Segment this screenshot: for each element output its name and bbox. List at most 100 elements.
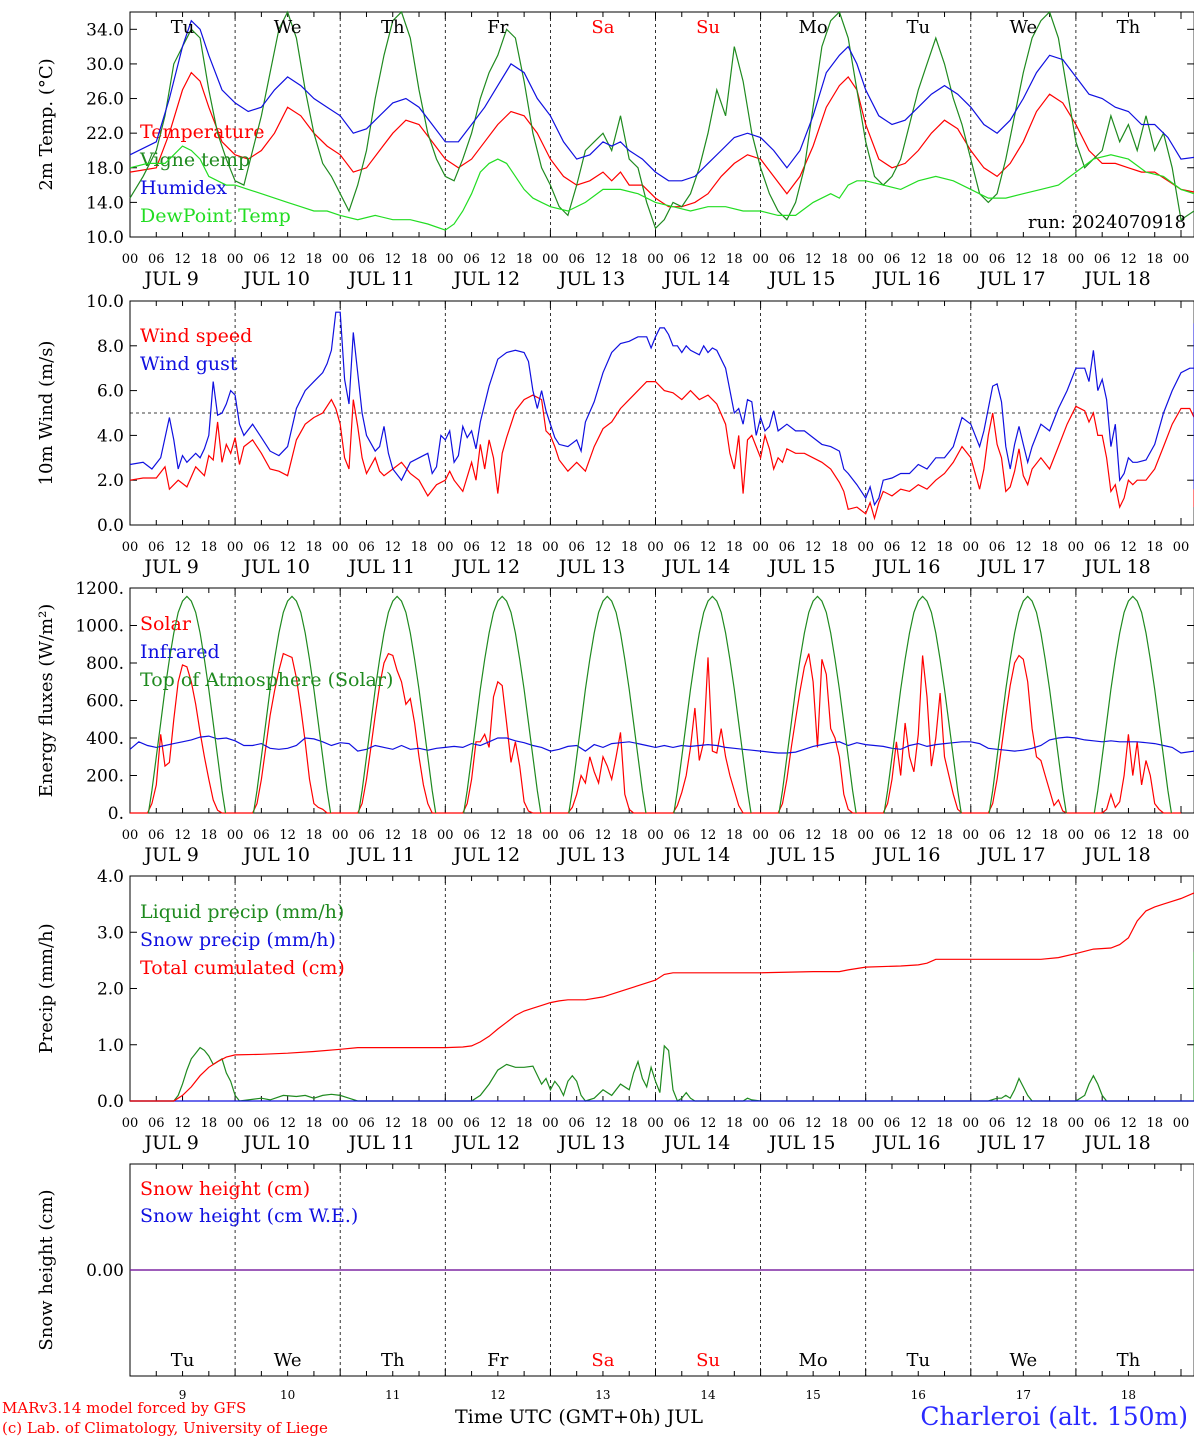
hour-tick-label: 18: [1041, 540, 1058, 555]
legend-entry: Top of Atmosphere (Solar): [140, 669, 393, 691]
date-label: JUL 14: [662, 268, 730, 290]
weekday-label: Su: [696, 1350, 720, 1371]
legend-entry: Total cumulated (cm): [140, 957, 345, 979]
x-axis-title: Time UTC (GMT+0h) JUL: [455, 1406, 703, 1428]
series-line-infrared: [129, 735, 1194, 754]
date-label: JUL 12: [452, 268, 520, 290]
y-axis-label: Snow height (cm): [36, 1189, 57, 1350]
y-tick-label: 4.0: [97, 867, 124, 887]
hour-tick-label: 06: [989, 252, 1006, 267]
y-axis-label: 2m Temp. (°C): [36, 58, 57, 190]
y-tick-label: 200.: [86, 767, 124, 787]
y-tick-label: 26.0: [86, 90, 124, 110]
panel-1: 10.0 14.0 18.0 22.0 26.0 30.0 34.0 2m Temp. (°C…: [36, 10, 1194, 290]
hour-tick-label: 18: [621, 828, 638, 843]
weekday-label: Fr: [487, 17, 508, 38]
date-label: JUL 11: [347, 268, 415, 290]
series-line-wind-speed: [129, 381, 1194, 521]
y-tick-label: 1.0: [97, 1036, 124, 1056]
legend-entry: Wind gust: [140, 353, 238, 375]
date-label: JUL 10: [241, 556, 309, 578]
weekday-label: Tu: [906, 1350, 930, 1371]
day-number-label: 10: [280, 1388, 295, 1402]
hour-tick-label: 06: [148, 1116, 165, 1131]
hour-tick-label: 18: [411, 252, 428, 267]
day-number-label: 14: [700, 1388, 716, 1402]
date-label: JUL 16: [872, 1132, 940, 1154]
hour-tick-label: 00: [963, 252, 980, 267]
series-line-vigne-temp: [129, 10, 1194, 230]
date-label: JUL 15: [767, 844, 835, 866]
credit-lab: (c) Lab. of Climatology, University of L…: [2, 1419, 328, 1437]
date-label: JUL 10: [241, 1132, 309, 1154]
hour-tick-label: 12: [595, 1116, 612, 1131]
hour-tick-label: 12: [384, 1116, 401, 1131]
hour-tick-label: 00: [857, 540, 874, 555]
hour-tick-label: 12: [700, 540, 717, 555]
hour-tick-label: 18: [621, 540, 638, 555]
hour-tick-label: 06: [148, 540, 165, 555]
date-label: JUL 12: [452, 844, 520, 866]
y-tick-label: 600.: [86, 692, 124, 712]
hour-tick-label: 00: [752, 1116, 769, 1131]
y-tick-label: 0.0: [97, 1092, 124, 1112]
series-line-liquid-precip-mm-h-: [130, 951, 1194, 1102]
hour-tick-label: 12: [805, 1116, 822, 1131]
hour-tick-label: 00: [752, 540, 769, 555]
hour-tick-label: 12: [1015, 540, 1032, 555]
plot-frame: [129, 300, 1194, 526]
hour-tick-label: 06: [989, 540, 1006, 555]
date-label: JUL 14: [662, 844, 730, 866]
y-tick-label: 6.0: [97, 382, 124, 402]
date-label: JUL 18: [1082, 844, 1150, 866]
hour-tick-label: 12: [490, 828, 507, 843]
hour-tick-label: 12: [910, 540, 927, 555]
legend-entry: Snow height (cm W.E.): [140, 1205, 358, 1227]
hour-tick-label: 18: [1146, 828, 1163, 843]
hour-tick-label: 00: [647, 540, 664, 555]
hour-tick-label: 00: [542, 252, 559, 267]
series-line-solar: [130, 652, 1181, 814]
date-label: JUL 9: [142, 844, 198, 866]
date-label: JUL 14: [662, 1132, 730, 1154]
hour-tick-label: 12: [174, 1116, 191, 1131]
date-label: JUL 13: [557, 1132, 625, 1154]
date-label: JUL 11: [347, 1132, 415, 1154]
hour-tick-label: 06: [779, 1116, 796, 1131]
hour-tick-label: 06: [463, 1116, 480, 1131]
hour-tick-label: 00: [542, 828, 559, 843]
hour-tick-label: 00: [963, 540, 980, 555]
panel-2: 0.0 2.0 4.0 6.0 8.0 10.0 10m Wind (m/s) Wind sp…: [36, 292, 1194, 578]
hour-tick-label: 06: [779, 828, 796, 843]
hour-tick-label: 12: [1120, 828, 1137, 843]
legend-entry: Wind speed: [140, 325, 252, 347]
hour-tick-label: 18: [306, 540, 323, 555]
date-label: JUL 9: [142, 268, 198, 290]
date-label: JUL 14: [662, 556, 730, 578]
series-line-temperature: [129, 71, 1194, 208]
run-label: run: 2024070918: [1028, 212, 1186, 233]
y-tick-label: 1200.: [75, 579, 124, 599]
day-number-label: 9: [179, 1388, 187, 1402]
hour-tick-label: 12: [910, 252, 927, 267]
hour-tick-label: 06: [1094, 540, 1111, 555]
hour-tick-label: 00: [437, 828, 454, 843]
day-number-label: 15: [806, 1388, 821, 1402]
hour-tick-label: 18: [201, 540, 218, 555]
plot-frame: [129, 11, 1194, 238]
hour-tick-label: 12: [1120, 252, 1137, 267]
hour-tick-label: 18: [1041, 828, 1058, 843]
hour-tick-label: 12: [910, 1116, 927, 1131]
hour-tick-label: 00: [437, 252, 454, 267]
hour-tick-label: 18: [726, 252, 743, 267]
y-tick-label: 30.0: [86, 55, 124, 75]
day-number-label: 11: [385, 1388, 400, 1402]
weekday-label: Th: [381, 17, 405, 38]
date-label: JUL 12: [452, 556, 520, 578]
day-number-label: 12: [490, 1388, 505, 1402]
legend-entry: Humidex: [140, 177, 227, 199]
hour-tick-label: 18: [936, 252, 953, 267]
hour-tick-label: 06: [253, 252, 270, 267]
weekday-label: Th: [1117, 17, 1141, 38]
hour-tick-label: 12: [279, 1116, 296, 1131]
